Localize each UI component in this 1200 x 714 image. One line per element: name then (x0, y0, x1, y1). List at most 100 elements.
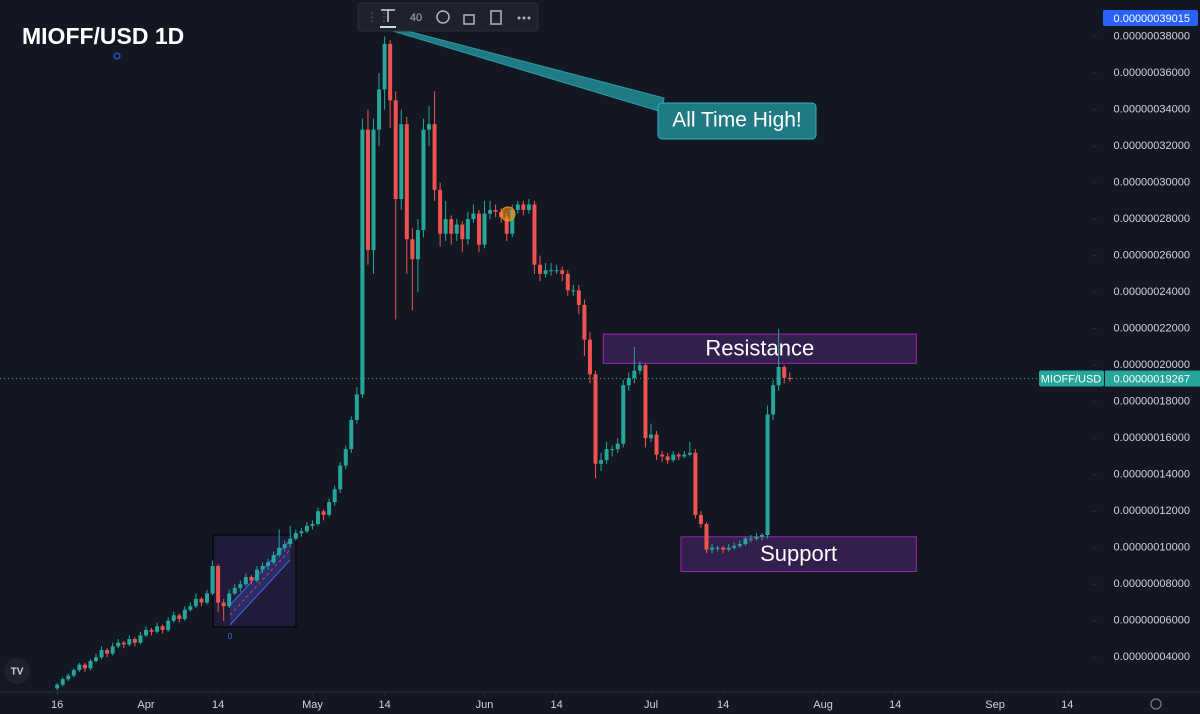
settings-icon[interactable] (436, 10, 450, 24)
candle-body (460, 224, 465, 240)
y-tick-label: 0.00000004000 (1114, 651, 1190, 663)
y-tick-label: 0.00000026000 (1114, 250, 1190, 262)
candle-body (549, 270, 554, 272)
candle-body (205, 593, 210, 603)
candle-body (238, 584, 243, 588)
candle-body (71, 670, 76, 676)
x-tick-label: 14 (212, 699, 224, 711)
candle-body (299, 531, 304, 534)
candle-body (271, 555, 276, 563)
tv-logo[interactable]: TV (4, 658, 30, 684)
candle-body (637, 365, 642, 371)
candle-body (632, 370, 637, 378)
price-tag (1105, 370, 1200, 387)
candle-body (538, 264, 543, 274)
candle-body (410, 239, 415, 260)
candle-body (94, 657, 99, 661)
candle-body (221, 602, 226, 607)
candle-body (105, 650, 110, 654)
text-size[interactable]: 40 (410, 12, 422, 24)
settings[interactable] (1150, 698, 1162, 710)
candle-body (332, 489, 337, 503)
x-tick-label: May (302, 699, 323, 711)
candle-body (754, 536, 759, 539)
candle-body (693, 452, 698, 515)
y-tick-label: 0.00000022000 (1114, 323, 1190, 335)
candle-body (698, 514, 703, 525)
y-tick-label: 0.00000036000 (1114, 67, 1190, 79)
candle-body (615, 443, 620, 450)
candle-body (710, 547, 715, 550)
candle-body (143, 629, 148, 636)
candle-body (365, 129, 370, 251)
y-tick-label: 0.00000024000 (1114, 286, 1190, 298)
candle-body (110, 646, 115, 654)
candle-body (554, 270, 559, 272)
candle-body (338, 465, 343, 490)
candle-body (171, 615, 176, 621)
y-tick-label: 0.00000034000 (1114, 103, 1190, 115)
candle-body (737, 544, 742, 546)
candle-body (160, 626, 165, 630)
candle-body (138, 635, 143, 643)
callout-text: All Time High! (672, 109, 802, 132)
candle-body (510, 209, 515, 234)
candle-body (227, 593, 232, 607)
zone (602, 333, 917, 364)
candle-body (454, 224, 459, 234)
candle-body (599, 460, 604, 464)
symbol-tag-label: MIOFF/USD (1041, 373, 1102, 385)
candle-body (421, 129, 426, 231)
candle-body (593, 374, 598, 464)
y-tick-label: 0.00000006000 (1114, 615, 1190, 627)
candle-body (55, 684, 60, 689)
candle-body (776, 366, 781, 386)
x-tick-label: 14 (378, 699, 390, 711)
x-tick-label: 14 (717, 699, 729, 711)
candle-body (643, 365, 648, 439)
y-tick-label: 0.00000028000 (1114, 213, 1190, 225)
candle-body (254, 569, 259, 581)
candle-body (60, 679, 65, 685)
price-tag-label: 0.00000019267 (1114, 373, 1190, 385)
more-icon[interactable] (517, 16, 531, 20)
y-tick-label: 0.00000020000 (1114, 359, 1190, 371)
x-tick-label: Jun (476, 699, 494, 711)
candle-body (432, 124, 437, 190)
candle-body (715, 547, 720, 549)
candle-body (587, 339, 592, 375)
lock-icon[interactable] (463, 14, 475, 25)
candle-body (521, 204, 526, 210)
candle-body (216, 566, 221, 603)
chart-title: MIOFF/USD 1D (22, 23, 184, 49)
svg-text:TV: TV (11, 667, 24, 678)
candle-body (748, 538, 753, 540)
toolbar-grip[interactable]: ⋮⋮ (366, 10, 390, 24)
candle-body (465, 219, 470, 240)
candle-body (493, 209, 498, 212)
candle-body (515, 204, 520, 210)
candle-body (526, 204, 531, 210)
candle-body (288, 538, 293, 545)
y-tick-label: 0.00000038000 (1114, 30, 1190, 42)
candle-body (327, 502, 332, 515)
candle-body (99, 650, 104, 658)
delete-icon[interactable] (490, 10, 502, 25)
text-tool[interactable] (380, 9, 396, 28)
candle-body (482, 213, 487, 245)
x-tick-label: 16 (51, 699, 63, 711)
candle-body (676, 454, 681, 457)
x-tick-label: Apr (137, 699, 154, 711)
candle-body (704, 524, 709, 550)
candle-body (399, 124, 404, 200)
candle-body (310, 524, 315, 526)
candle-body (654, 434, 659, 455)
candle-body (182, 609, 187, 619)
candle-body (721, 547, 726, 550)
candle-body (771, 385, 776, 415)
candle-body (665, 456, 670, 461)
candle-body (443, 219, 448, 234)
candle-body (260, 566, 265, 570)
